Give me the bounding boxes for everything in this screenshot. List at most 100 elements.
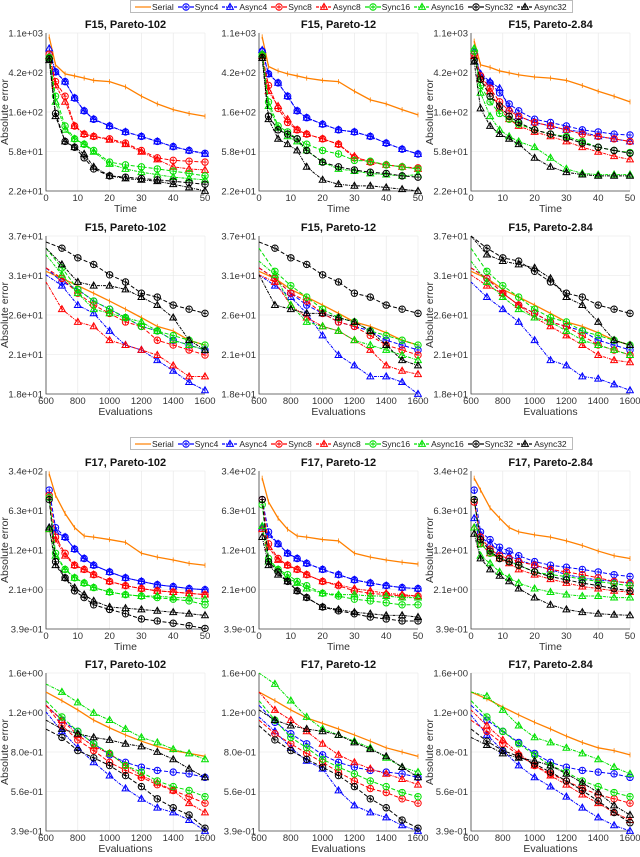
- x-axis-label: Time: [327, 641, 350, 653]
- legend-marker: [369, 439, 377, 448]
- legend-entry-async16: Async16: [413, 439, 464, 449]
- data-point-sync16: [318, 755, 327, 764]
- y-tick-label: 3.9e-01: [11, 625, 43, 636]
- series-sync32: [258, 241, 422, 318]
- y-tick-label: 3.4e+02: [8, 467, 43, 478]
- legend-label: Async16: [431, 438, 464, 449]
- x-tick-label: 1200: [131, 833, 152, 844]
- data-point-sync8: [530, 118, 539, 127]
- data-point-sync32: [414, 824, 422, 832]
- data-point-sync32: [610, 584, 618, 593]
- series-serial: [473, 475, 631, 561]
- legend-entry-async4: Async4: [221, 439, 267, 449]
- data-point-sync16: [483, 267, 491, 275]
- x-tick-label: 0: [468, 631, 473, 642]
- subplot-title: F17, Pareto-2.84: [508, 457, 593, 469]
- data-point-sync32: [185, 305, 193, 313]
- subplot-title: F17, Pareto-12: [301, 659, 376, 671]
- legend-swatch: [517, 438, 534, 447]
- y-tick-label: 3.4e+02: [433, 467, 468, 478]
- data-point-sync16: [398, 601, 406, 609]
- data-point-sync16: [90, 297, 98, 305]
- x-tick-label: 10: [73, 193, 84, 204]
- data-point-sync32: [258, 495, 266, 504]
- x-tick-label: 600: [463, 833, 479, 844]
- y-tick-label: 3.1e+01: [433, 271, 468, 282]
- data-point-sync16: [414, 341, 422, 349]
- y-tick-label: 1.1e+03: [8, 29, 43, 40]
- data-point-sync32: [274, 126, 282, 134]
- data-point-sync8: [546, 122, 555, 130]
- data-point-sync32: [626, 309, 634, 318]
- data-point-sync32: [137, 615, 146, 623]
- x-axis-label: Evaluations: [311, 843, 365, 855]
- series-sync16: [470, 247, 634, 349]
- data-point-sync8: [594, 132, 602, 141]
- data-point-sync32: [414, 309, 422, 318]
- legend-entry-sync8: Sync8: [270, 439, 312, 449]
- x-axis-label: Time: [539, 203, 562, 215]
- legend-entry-async32: Async32: [516, 2, 567, 12]
- x-axis-label: Evaluations: [311, 406, 365, 418]
- subplot-title: F17, Pareto-12: [301, 457, 376, 469]
- data-point-sync32: [594, 301, 602, 309]
- x-tick-label: 1000: [312, 396, 333, 407]
- legend-label: Sync8: [288, 1, 312, 12]
- y-tick-label: 3.7e+01: [8, 232, 43, 243]
- series-async16: [470, 260, 634, 358]
- data-point-sync32: [530, 126, 539, 134]
- data-point-sync32: [382, 301, 390, 309]
- x-axis-label: Evaluations: [523, 406, 577, 418]
- axes: [45, 236, 205, 395]
- legend-entry-serial: Serial: [134, 2, 174, 12]
- x-tick-label: 30: [561, 193, 572, 204]
- data-point-sync32: [562, 134, 571, 142]
- y-tick-label: 3.9e-01: [224, 827, 256, 838]
- series-line-sync16: [470, 247, 631, 346]
- data-point-sync32: [185, 621, 193, 630]
- data-point-sync32: [505, 112, 513, 120]
- series-async32: [258, 274, 422, 369]
- data-point-sync32: [594, 797, 602, 805]
- subplot-10: 600 800 1000 1200 1400 1600 3.9e-01 5.6e-01 8.0e…: [0, 659, 216, 855]
- data-point-sync16: [530, 305, 539, 313]
- series-line-async16: [258, 260, 419, 361]
- data-point-sync32: [626, 819, 634, 827]
- series-line-async32: [45, 719, 206, 778]
- data-point-sync8: [610, 135, 618, 143]
- y-axis-label: Absolute error: [424, 282, 436, 348]
- x-tick-label: 1400: [588, 833, 609, 844]
- x-tick-label: 40: [381, 631, 392, 642]
- x-tick-label: 800: [495, 396, 511, 407]
- legend-marker: [275, 439, 283, 448]
- y-tick-label: 2.1e+01: [221, 350, 256, 361]
- x-axis-label: Time: [539, 641, 562, 653]
- data-point-sync32: [350, 166, 359, 174]
- subplot-12: 600 800 1000 1200 1400 1600 3.9e-01 5.6e-01 8.0e…: [424, 659, 640, 855]
- x-tick-label: 800: [70, 396, 86, 407]
- y-tick-label: 2.1e+00: [8, 585, 43, 596]
- data-point-sync32: [495, 554, 504, 563]
- subplot-title: F15, Pareto-12: [301, 222, 376, 234]
- data-point-sync32: [350, 289, 359, 297]
- data-point-sync32: [546, 130, 555, 138]
- legend-entry-sync4: Sync4: [177, 1, 219, 12]
- legend-label: Sync4: [194, 1, 219, 12]
- legend-label: Sync4: [194, 438, 219, 449]
- legend-label: Async8: [332, 438, 361, 449]
- data-point-sync32: [414, 173, 422, 181]
- y-tick-label: 2.1e+01: [8, 350, 43, 361]
- subplot-title: F15, Pareto-2.84: [508, 19, 593, 31]
- y-tick-label: 2.1e+00: [221, 585, 256, 596]
- data-point-sync32: [318, 158, 327, 166]
- series-async32: [45, 247, 209, 353]
- y-axis-label: Absolute error: [424, 517, 436, 583]
- legend-swatch: [414, 438, 431, 447]
- x-tick-label: 1600: [407, 396, 428, 407]
- x-tick-label: 600: [38, 396, 54, 407]
- y-tick-label: 3.9e-01: [436, 827, 468, 838]
- data-point-sync16: [398, 788, 406, 797]
- y-tick-label: 1.6e+02: [8, 108, 43, 119]
- series-async32: [470, 235, 634, 348]
- data-point-sync32: [476, 75, 485, 83]
